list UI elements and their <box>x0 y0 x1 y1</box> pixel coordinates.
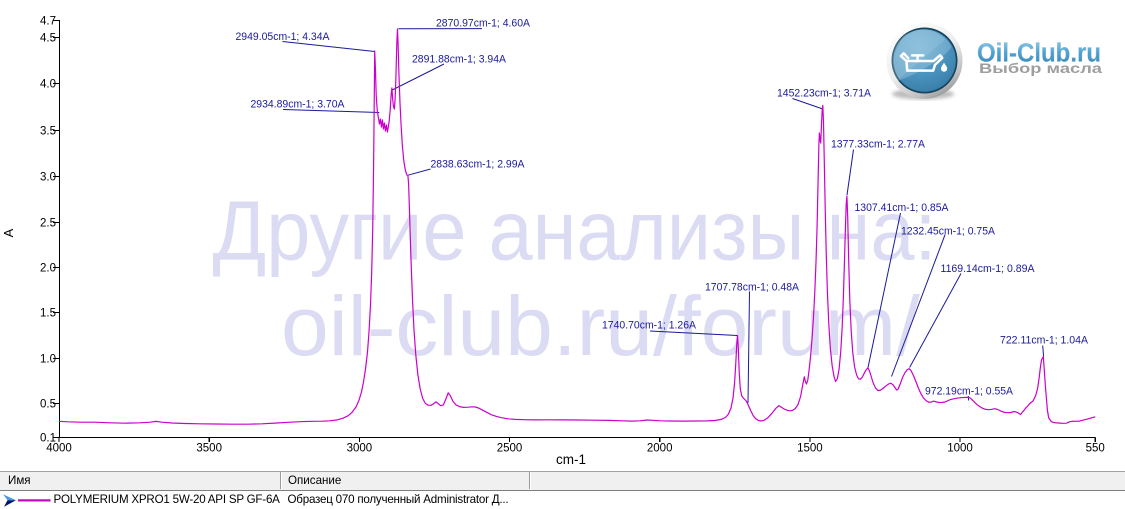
svg-text:972.19cm-1; 0.55A: 972.19cm-1; 0.55A <box>925 386 1014 398</box>
svg-text:1.5: 1.5 <box>40 308 56 320</box>
svg-text:4.5: 4.5 <box>40 33 56 45</box>
svg-text:2949.05cm-1; 4.34A: 2949.05cm-1; 4.34A <box>236 31 331 43</box>
svg-text:1500: 1500 <box>797 443 823 455</box>
svg-text:550: 550 <box>1086 443 1105 455</box>
svg-text:1707.78cm-1; 0.48A: 1707.78cm-1; 0.48A <box>705 282 800 294</box>
svg-text:4.7: 4.7 <box>40 16 56 28</box>
svg-text:2.0: 2.0 <box>40 263 56 275</box>
svg-text:1000: 1000 <box>947 443 973 455</box>
svg-text:3500: 3500 <box>196 443 222 455</box>
svg-text:3000: 3000 <box>347 443 373 455</box>
svg-text:cm-1: cm-1 <box>556 452 586 467</box>
svg-text:1.0: 1.0 <box>40 354 56 366</box>
svg-text:3.5: 3.5 <box>40 126 56 138</box>
svg-text:Другие анализы на:: Другие анализы на: <box>213 184 937 278</box>
svg-text:2891.88cm-1; 3.94A: 2891.88cm-1; 3.94A <box>412 54 507 66</box>
svg-text:2934.89cm-1; 3.70A: 2934.89cm-1; 3.70A <box>251 99 346 111</box>
svg-text:2838.63cm-1; 2.99A: 2838.63cm-1; 2.99A <box>431 159 526 171</box>
svg-text:0.5: 0.5 <box>40 399 56 411</box>
svg-text:1452.23cm-1; 3.71A: 1452.23cm-1; 3.71A <box>777 88 872 100</box>
svg-text:1740.70cm-1; 1.26A: 1740.70cm-1; 1.26A <box>602 320 697 332</box>
svg-text:1377.33cm-1; 2.77A: 1377.33cm-1; 2.77A <box>831 139 926 151</box>
svg-text:A: A <box>1 228 16 237</box>
svg-text:oil-club.ru/forum/: oil-club.ru/forum/ <box>281 279 921 373</box>
svg-text:1232.45cm-1; 0.75A: 1232.45cm-1; 0.75A <box>901 226 996 238</box>
svg-text:3.0: 3.0 <box>40 172 56 184</box>
svg-text:1307.41cm-1; 0.85A: 1307.41cm-1; 0.85A <box>855 202 950 214</box>
svg-text:4.0: 4.0 <box>40 79 56 91</box>
svg-text:4000: 4000 <box>46 443 72 455</box>
svg-text:1169.14cm-1; 0.89A: 1169.14cm-1; 0.89A <box>941 263 1036 275</box>
svg-text:Выбор масла: Выбор масла <box>979 61 1103 76</box>
svg-text:2000: 2000 <box>647 443 673 455</box>
svg-text:2.5: 2.5 <box>40 218 56 230</box>
svg-text:2500: 2500 <box>497 443 523 455</box>
svg-text:722.11cm-1; 1.04A: 722.11cm-1; 1.04A <box>1000 335 1089 347</box>
svg-text:2870.97cm-1; 4.60A: 2870.97cm-1; 4.60A <box>436 18 531 30</box>
